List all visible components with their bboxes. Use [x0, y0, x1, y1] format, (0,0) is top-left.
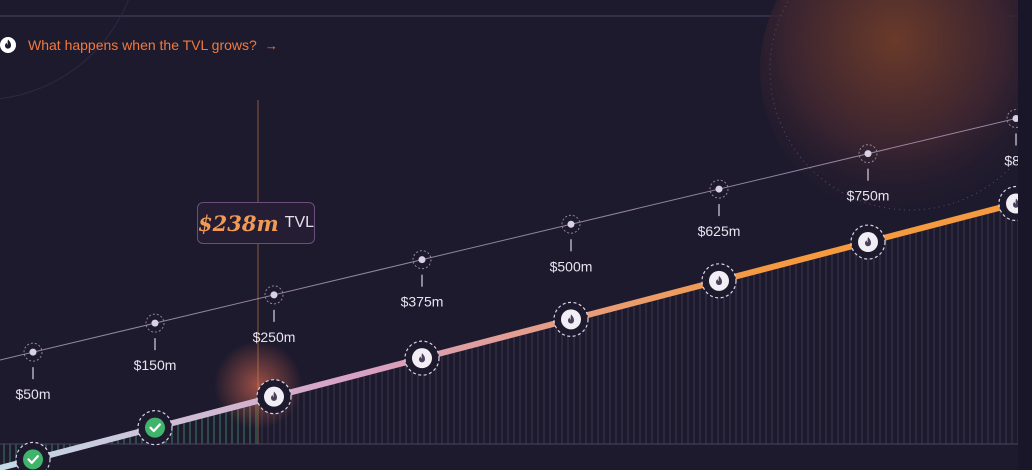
milestone-label: $625m — [698, 223, 741, 239]
current-tvl-value: $238m — [198, 210, 279, 236]
flame-icon — [271, 391, 277, 401]
milestone-625m: $625m — [698, 179, 741, 299]
milestone-label: $750m — [847, 188, 890, 204]
milestone-500m: $500m — [550, 214, 593, 337]
milestone-label: $500m — [550, 258, 593, 274]
milestone-250m: $250m — [253, 285, 296, 415]
flame-icon — [716, 275, 722, 286]
flame-icon — [0, 37, 16, 53]
check-icon — [149, 423, 161, 433]
milestone-label: $375m — [401, 294, 444, 310]
current-tvl-unit: TVL — [284, 214, 315, 231]
flame-icon — [419, 353, 425, 363]
panel-edge — [1018, 0, 1032, 470]
check-badge — [23, 449, 43, 470]
milestone-upper-node — [1012, 114, 1020, 122]
milestone-upper-node-ring — [709, 179, 729, 199]
check-badge — [145, 417, 165, 438]
milestone-upper-node-ring — [858, 144, 878, 164]
flame-icon — [1013, 198, 1019, 208]
milestone-upper-node-ring — [145, 313, 165, 333]
milestone-label: $250m — [253, 329, 296, 345]
current-tvl-glow — [214, 341, 302, 429]
arrow-right-icon: → — [264, 37, 278, 53]
milestone-upper-node — [864, 150, 872, 158]
milestone-upper-node-ring — [23, 342, 43, 362]
milestone-upper-node — [418, 256, 426, 264]
current-tvl-callout: $238m TVL — [197, 202, 315, 244]
milestone-upper-node — [270, 291, 278, 299]
flame-icon — [865, 237, 871, 247]
milestone-upper-node — [151, 319, 159, 327]
globe-decoration — [760, 0, 1032, 220]
milestone-150m: $150m — [134, 313, 177, 446]
milestone-50m: $50m — [15, 342, 51, 470]
milestone-upper-node-ring — [412, 250, 432, 270]
flame-icon — [568, 314, 574, 324]
milestone-upper-node-ring — [561, 214, 581, 234]
milestone-label: $150m — [134, 357, 177, 373]
milestone-upper-node — [715, 185, 723, 193]
milestone-upper-node — [29, 348, 37, 356]
milestone-750m: $750m — [847, 144, 890, 260]
milestone-upper-node-ring — [264, 285, 284, 305]
tvl-growth-link-label: What happens when the TVL grows? — [28, 37, 257, 53]
milestone-label: $50m — [15, 386, 50, 402]
upper-milestone-line — [0, 117, 1019, 361]
tvl-growth-link[interactable]: What happens when the TVL grows? → — [0, 34, 278, 56]
milestone-375m: $375m — [401, 250, 444, 376]
milestone-upper-node — [567, 220, 575, 228]
check-icon — [27, 455, 39, 464]
